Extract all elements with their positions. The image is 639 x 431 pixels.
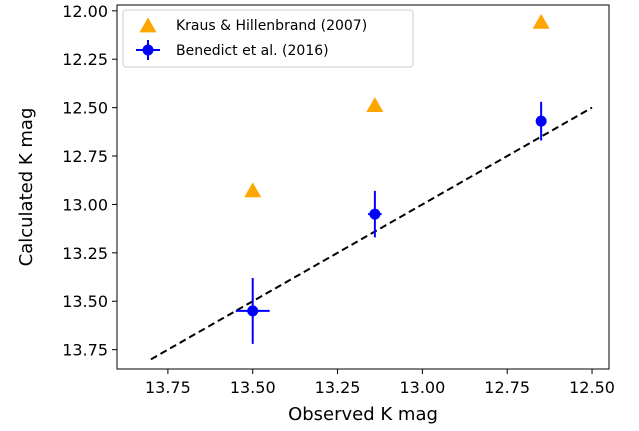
benedict-point <box>369 208 381 220</box>
plot-frame <box>116 4 610 370</box>
x-tick-label: 13.00 <box>399 378 445 397</box>
benedict-point <box>247 305 259 317</box>
one-to-one-reference-line <box>150 106 593 361</box>
y-axis-label: Calculated K mag <box>16 108 37 267</box>
legend-entry-kraus: Kraus & Hillenbrand (2007) <box>139 17 367 34</box>
x-tick-label: 13.75 <box>145 378 191 397</box>
y-tick-label: 13.25 <box>62 244 108 263</box>
y-tick-label: 13.75 <box>62 341 108 360</box>
reference-line-layer <box>150 106 593 361</box>
x-tick-label: 13.25 <box>315 378 361 397</box>
y-tick-label: 12.00 <box>62 2 108 21</box>
legend-label-benedict: Benedict et al. (2016) <box>176 43 329 59</box>
y-tick-label: 13.50 <box>62 292 108 311</box>
y-tick-label: 12.75 <box>62 147 108 166</box>
kraus-triangle-point <box>366 97 384 113</box>
y-tick-label: 12.25 <box>62 50 108 69</box>
y-tick-label: 12.50 <box>62 99 108 118</box>
y-tick-label: 13.00 <box>62 195 108 214</box>
legend: Kraus & Hillenbrand (2007) Benedict et a… <box>122 9 414 68</box>
kraus-triangle-point <box>244 182 262 198</box>
legend-circle-shape <box>142 44 154 56</box>
legend-box <box>122 9 414 68</box>
legend-label-kraus: Kraus & Hillenbrand (2007) <box>176 18 367 34</box>
x-axis-label: Observed K mag <box>288 404 438 425</box>
x-tick-label: 13.50 <box>230 378 276 397</box>
legend-errorbar-marker <box>136 40 160 60</box>
x-tick-label: 12.75 <box>484 378 530 397</box>
x-tick-label: 12.50 <box>569 378 615 397</box>
legend-triangle-shape <box>139 17 157 33</box>
legend-triangle-marker <box>139 17 157 33</box>
benedict-point <box>535 115 547 127</box>
kraus-triangle-point <box>532 13 550 29</box>
tick-layer: 13.75 13.50 13.25 13.00 12.75 12.50 12.00 12.25… <box>62 2 615 397</box>
series-layer <box>235 13 550 344</box>
legend-entry-benedict: Benedict et al. (2016) <box>136 40 329 60</box>
